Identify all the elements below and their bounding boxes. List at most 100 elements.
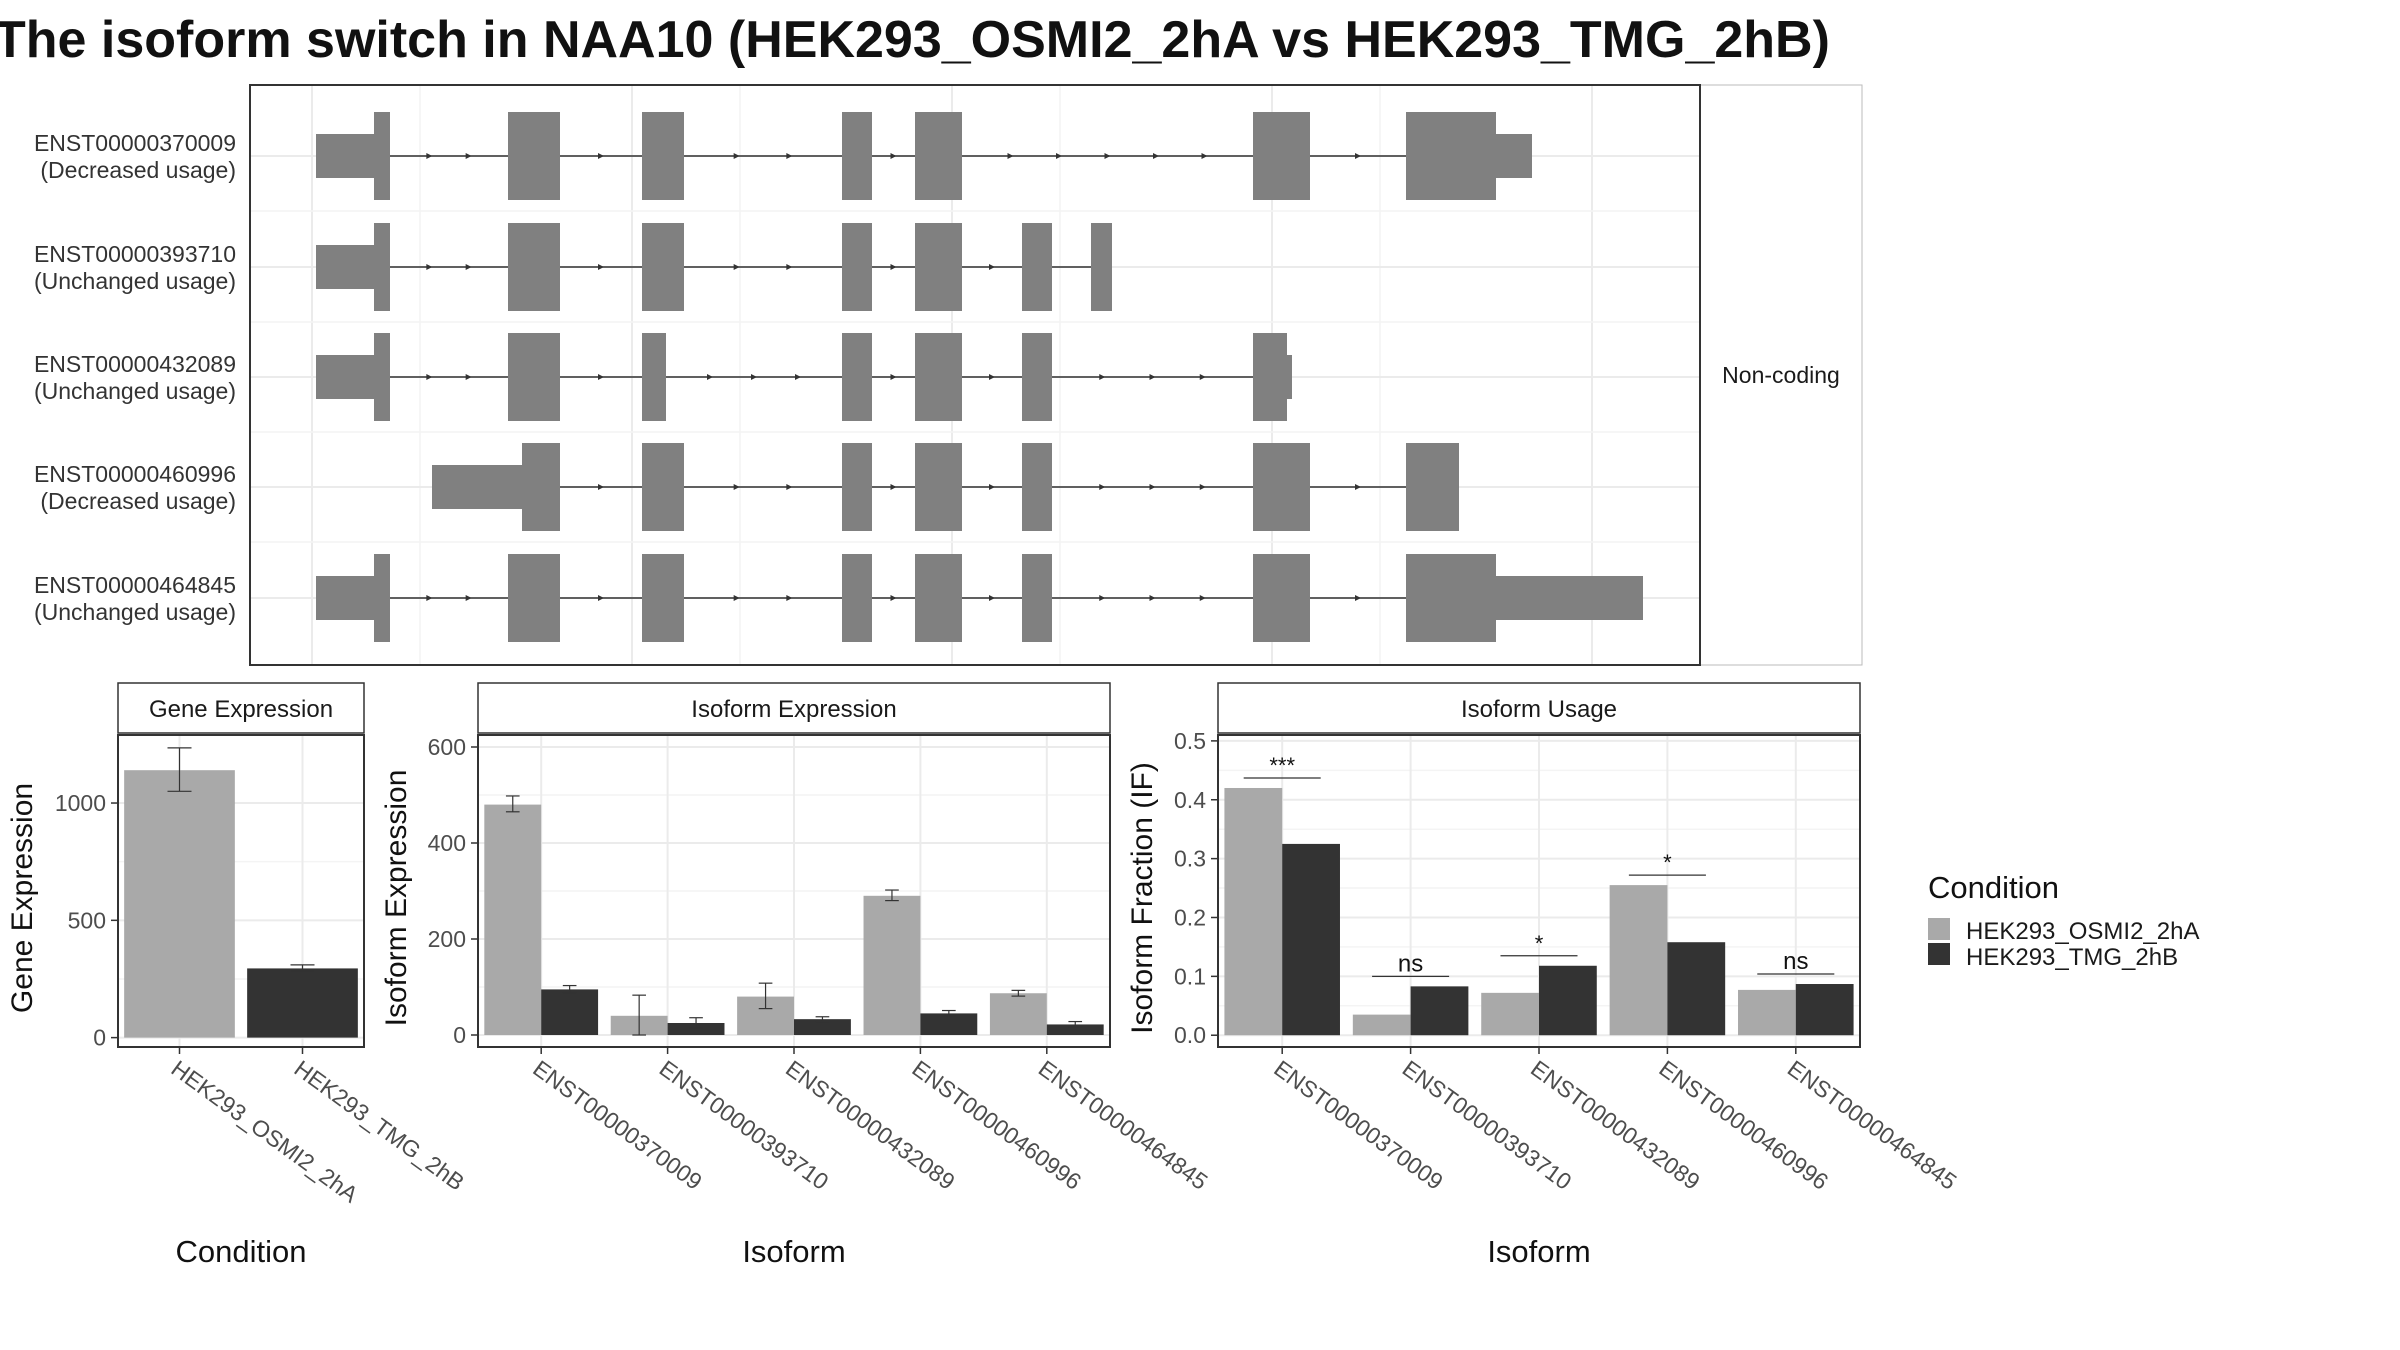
intron-arrow-3-5-2 xyxy=(1149,484,1156,490)
intron-arrow-1-1-1 xyxy=(426,264,433,270)
intron-arrow-2-4-1 xyxy=(890,374,897,380)
intron-arrow-3-5-3 xyxy=(1199,484,1206,490)
intron-arrow-2-2-1 xyxy=(598,374,604,380)
page-title: The isoform switch in NAA10 (HEK293_OSMI… xyxy=(0,11,1830,69)
isoform-usage-sig-label-2: * xyxy=(1535,931,1544,956)
exon-0-8 xyxy=(1496,134,1532,178)
exon-3-3 xyxy=(842,443,872,531)
gene-structure-strip-label: Non-coding xyxy=(1722,362,1840,388)
intron-arrow-1-3-1 xyxy=(733,264,740,270)
isoform-expression-ytick-label-2: 400 xyxy=(428,830,466,856)
exon-0-6 xyxy=(1253,112,1310,200)
intron-arrow-1-3-2 xyxy=(786,264,793,270)
gene-expression-ytick-label-1: 500 xyxy=(68,907,106,933)
transcript-id-label-3: ENST00000460996 xyxy=(34,461,236,487)
legend: Condition HEK293_OSMI2_2hA HEK293_TMG_2h… xyxy=(1928,870,2199,971)
isoform-usage-bar-1-1 xyxy=(1410,986,1469,1036)
intron-arrow-0-3-2 xyxy=(786,153,793,159)
transcript-usage-label-1: (Unchanged usage) xyxy=(34,268,236,294)
exon-4-5 xyxy=(915,554,962,642)
exon-1-6 xyxy=(1022,223,1052,311)
isoform-usage-sig-label-1: ns xyxy=(1398,950,1423,977)
transcript-id-label-1: ENST00000393710 xyxy=(34,241,236,267)
isoform-usage-ylabel: Isoform Fraction (IF) xyxy=(1126,762,1159,1034)
exon-0-4 xyxy=(842,112,872,200)
intron-arrow-0-5-2 xyxy=(1056,153,1062,159)
intron-arrow-0-6-1 xyxy=(1355,153,1361,159)
intron-arrow-0-1-2 xyxy=(465,153,472,159)
exon-1-3 xyxy=(642,223,684,311)
isoform-expression-bar-0-3 xyxy=(863,895,921,1035)
intron-arrow-0-4-1 xyxy=(890,153,897,159)
exon-1-2 xyxy=(508,223,560,311)
exon-2-3 xyxy=(642,333,666,421)
exon-3-2 xyxy=(642,443,684,531)
exon-2-5 xyxy=(915,333,962,421)
exon-2-2 xyxy=(508,333,560,421)
intron-arrow-1-4-1 xyxy=(890,264,897,270)
isoform-usage-bar-1-2 xyxy=(1539,965,1597,1036)
isoform-expression-bar-1-4 xyxy=(1046,1024,1104,1035)
exon-4-4 xyxy=(842,554,872,642)
isoform-usage-plot: 0.00.10.20.30.40.5***ns**nsENST000003700… xyxy=(1174,728,1962,1195)
gene-expression-ytick-label-0: 0 xyxy=(93,1025,106,1051)
gene-structure-strip-bg xyxy=(1699,84,1863,666)
intron-arrow-0-5-3 xyxy=(1104,153,1111,159)
intron-arrow-0-1-1 xyxy=(426,153,433,159)
exon-0-7 xyxy=(1406,112,1496,200)
transcript-row-4 xyxy=(316,554,1643,642)
exon-2-7 xyxy=(1253,333,1287,421)
transcript-row-2 xyxy=(316,333,1292,421)
exon-3-1 xyxy=(522,443,560,531)
isoform-expression-bar-1-0 xyxy=(541,989,599,1035)
isoform-usage-xlabel: Isoform xyxy=(1487,1234,1590,1269)
intron-arrow-0-5-1 xyxy=(1007,153,1014,159)
gene-expression-bar-0-1 xyxy=(247,968,358,1038)
gene-structure-rows xyxy=(316,112,1643,642)
transcript-usage-label-4: (Unchanged usage) xyxy=(34,599,236,625)
isoform-usage-sig-label-3: * xyxy=(1663,850,1672,875)
transcript-id-label-0: ENST00000370009 xyxy=(34,130,236,156)
legend-title: Condition xyxy=(1928,870,2059,905)
isoform-expression-bar-1-2 xyxy=(794,1019,851,1035)
exon-4-0 xyxy=(316,576,374,620)
exon-1-5 xyxy=(915,223,962,311)
transcript-id-label-4: ENST00000464845 xyxy=(34,572,236,598)
exon-0-5 xyxy=(915,112,962,200)
isoform-usage-bar-0-2 xyxy=(1481,992,1539,1036)
gene-structure-panel: Non-coding ENST00000370009(Decreased usa… xyxy=(34,84,1863,666)
isoform-usage-bar-0-4 xyxy=(1738,989,1796,1036)
exon-4-1 xyxy=(374,554,390,642)
intron-arrow-0-5-5 xyxy=(1201,153,1208,159)
legend-label-cond-a: HEK293_OSMI2_2hA xyxy=(1966,918,2199,945)
legend-key-cond-a xyxy=(1928,918,1950,940)
gene-expression-strip xyxy=(117,682,365,734)
isoform-expression-ytick-label-0: 0 xyxy=(453,1022,466,1048)
intron-arrow-2-6-2 xyxy=(1149,374,1156,380)
exon-3-0 xyxy=(432,465,522,509)
exon-3-7 xyxy=(1406,443,1459,531)
intron-arrow-0-2-1 xyxy=(598,153,604,159)
intron-arrow-3-3-1 xyxy=(890,484,897,490)
transcript-usage-label-2: (Unchanged usage) xyxy=(34,378,236,404)
isoform-expression-ytick-label-1: 200 xyxy=(428,926,466,952)
isoform-usage-bar-1-0 xyxy=(1282,843,1340,1036)
exon-4-9 xyxy=(1496,576,1643,620)
intron-arrow-4-2-1 xyxy=(598,595,604,601)
isoform-usage-sig-label-4: ns xyxy=(1783,948,1808,975)
isoform-usage-sig-label-0: *** xyxy=(1269,753,1295,778)
intron-arrow-3-4-1 xyxy=(989,484,995,490)
exon-1-1 xyxy=(374,223,390,311)
isoform-usage-ytick-label-4: 0.4 xyxy=(1174,787,1206,813)
exon-1-7 xyxy=(1091,223,1112,311)
intron-arrow-1-1-2 xyxy=(465,264,472,270)
intron-arrow-4-6-3 xyxy=(1199,595,1206,601)
exon-1-0 xyxy=(316,245,374,289)
isoform-usage-bar-1-4 xyxy=(1795,984,1854,1036)
isoform-usage-ytick-label-5: 0.5 xyxy=(1174,728,1206,754)
intron-arrow-4-1-2 xyxy=(465,595,472,601)
intron-arrow-2-6-3 xyxy=(1199,374,1206,380)
intron-arrow-3-6-1 xyxy=(1355,484,1361,490)
intron-arrow-2-3-1 xyxy=(707,374,713,380)
transcript-id-label-2: ENST00000432089 xyxy=(34,351,236,377)
